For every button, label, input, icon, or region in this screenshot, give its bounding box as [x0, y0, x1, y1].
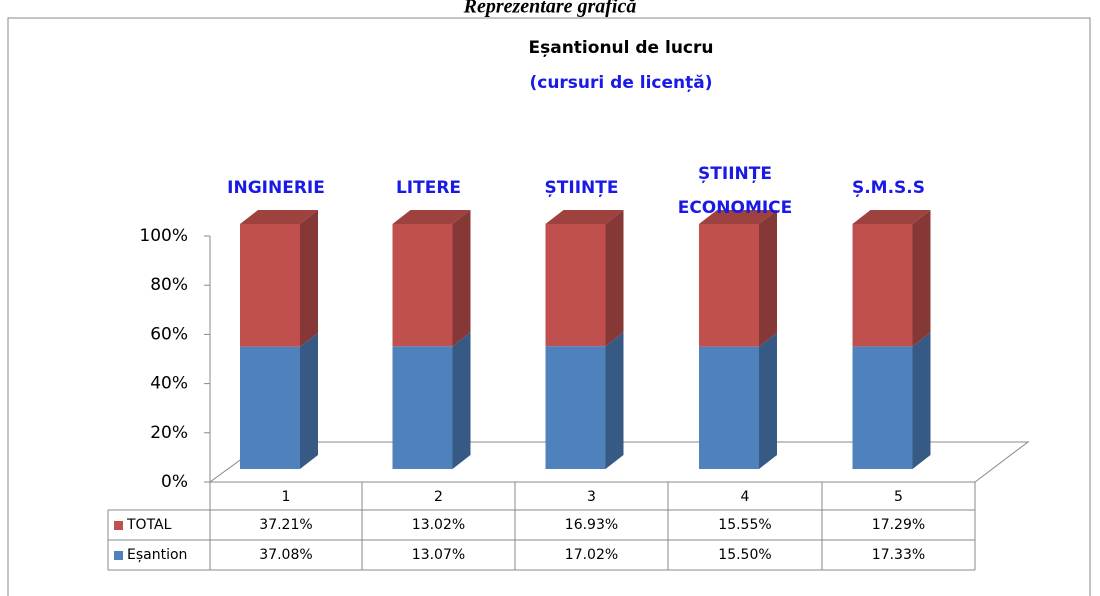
bar-top [240, 210, 318, 224]
bar [392, 332, 471, 469]
bar-front [545, 346, 606, 469]
category-label: 4 [741, 489, 750, 505]
category-annotation: ȘTIINȚE ECONOMICE [677, 164, 793, 218]
bar-side [300, 332, 318, 469]
header: Reprezentare grafică [463, 0, 637, 18]
y-tick-label: 40% [150, 374, 188, 394]
bar-front [852, 346, 913, 469]
table-value: 13.07% [412, 547, 465, 563]
bar [852, 332, 931, 469]
bar-front [240, 224, 300, 347]
bar [240, 332, 318, 469]
bar-side [300, 210, 318, 347]
table-value: 37.21% [259, 517, 312, 533]
bar-side [452, 210, 471, 347]
category-label: 2 [434, 489, 443, 505]
chart-title: Eșantionul de lucru [529, 38, 714, 58]
legend-swatch [114, 521, 123, 530]
bar [852, 210, 931, 347]
bar-top [852, 210, 931, 224]
category-label: 3 [587, 489, 596, 505]
legend-label: TOTAL [126, 517, 172, 533]
table-value: 15.55% [718, 517, 771, 533]
bar-side [759, 210, 777, 347]
y-tick-label: 0% [161, 472, 188, 492]
legend-label: Eșantion [127, 547, 187, 563]
bar [699, 332, 777, 469]
category-annotation: ȘTIINȚE [544, 178, 619, 198]
bar-side [605, 210, 624, 347]
bar-front [392, 224, 453, 347]
legend-swatch [114, 551, 123, 560]
bar-side [759, 332, 777, 469]
y-tick-label: 80% [150, 275, 188, 295]
bar-side [912, 210, 931, 347]
bar-side [912, 332, 931, 469]
bar [699, 210, 777, 347]
bar-side [605, 332, 624, 469]
bar [240, 210, 318, 347]
bar-side [452, 332, 471, 469]
table-value: 17.29% [872, 517, 925, 533]
bar-front [852, 224, 913, 347]
chart-subtitle: (cursuri de licență) [529, 73, 712, 93]
bar-front [392, 346, 453, 469]
y-tick-label: 20% [150, 423, 188, 443]
bar [545, 332, 624, 469]
table-value: 37.08% [259, 547, 312, 563]
table-value: 13.02% [412, 517, 465, 533]
table-value: 17.33% [872, 547, 925, 563]
category-annotation: Ș.M.S.S [851, 178, 926, 198]
bar-top [699, 210, 777, 224]
y-tick-label: 60% [150, 324, 188, 344]
bar-front [699, 224, 759, 347]
y-tick-label: 100% [139, 226, 188, 246]
bar [392, 210, 471, 347]
header-bg [380, 0, 720, 17]
table-value: 15.50% [718, 547, 771, 563]
bar-front [545, 224, 606, 347]
category-label: 1 [282, 489, 291, 505]
bar-top [545, 210, 624, 224]
bar-front [240, 346, 300, 469]
table-value: 16.93% [565, 517, 618, 533]
category-label: 5 [894, 489, 903, 505]
bar [545, 210, 624, 347]
category-annotation: LITERE [395, 178, 462, 198]
bar-top [392, 210, 471, 224]
chart-frame [7, 17, 1091, 596]
bar-front [699, 346, 759, 469]
table-value: 17.02% [565, 547, 618, 563]
category-annotation: INGINERIE [227, 178, 325, 198]
